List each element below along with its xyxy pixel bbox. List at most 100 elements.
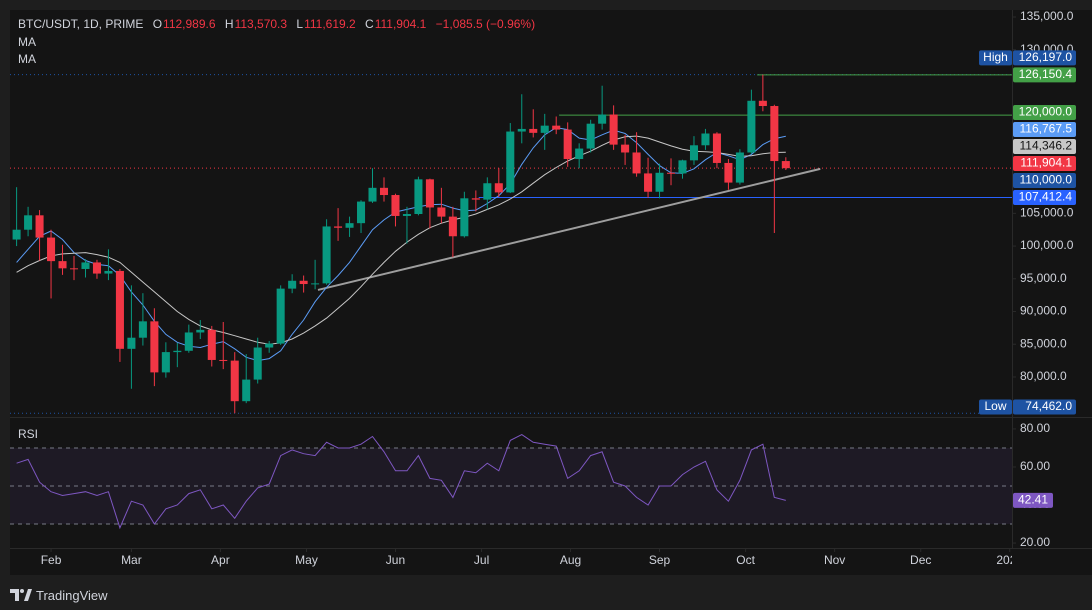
ohlc-value: 111,619.2 bbox=[304, 17, 356, 31]
ma-label[interactable]: MA bbox=[18, 35, 36, 49]
y-tick-label: 100,000.0 bbox=[1020, 238, 1074, 252]
x-tick-label: Jul bbox=[474, 553, 489, 567]
candle-body bbox=[265, 343, 274, 348]
candle-body bbox=[35, 215, 44, 238]
candle-body bbox=[598, 114, 607, 124]
price-axis-background bbox=[1012, 10, 1092, 575]
rsi-title: RSI bbox=[18, 427, 38, 441]
y-tick-label: 85,000.0 bbox=[1020, 336, 1067, 350]
candle-body bbox=[58, 261, 67, 269]
price-badge-label: 74,462.0 bbox=[1025, 399, 1072, 413]
candle-body bbox=[242, 379, 251, 402]
candle-body bbox=[494, 183, 503, 193]
candle-body bbox=[207, 329, 216, 360]
candle-body bbox=[219, 359, 228, 361]
price-badge bbox=[1013, 173, 1076, 189]
y-tick-label: 20.00 bbox=[1020, 535, 1050, 549]
candle-body bbox=[196, 329, 205, 333]
y-tick-label: 60.00 bbox=[1020, 459, 1050, 473]
ohlc-value: 112,989.6 bbox=[163, 17, 216, 31]
candle-body bbox=[437, 207, 446, 217]
logo bbox=[10, 589, 32, 601]
x-tick-label: Jun bbox=[386, 553, 405, 567]
candle-body bbox=[758, 100, 767, 107]
candle-body bbox=[127, 337, 136, 349]
price-badge-tag bbox=[979, 399, 1012, 415]
candle-body bbox=[391, 195, 400, 216]
x-tick-label: Dec bbox=[910, 553, 931, 567]
x-tick-label: May bbox=[295, 553, 318, 567]
price-badge-label: 111,904.1 bbox=[1020, 156, 1072, 170]
price-badge-label: 107,412.4 bbox=[1019, 190, 1073, 204]
candle-body bbox=[563, 129, 572, 160]
x-tick-label: Nov bbox=[824, 553, 845, 567]
price-badge-label: 114,346.2 bbox=[1020, 139, 1073, 153]
candle-body bbox=[368, 187, 377, 202]
x-tick-label: Aug bbox=[560, 553, 581, 567]
x-tick-label: Feb bbox=[41, 553, 62, 567]
rsi-badge bbox=[1013, 492, 1053, 508]
candle-body bbox=[483, 183, 492, 200]
price-badge-label: 126,197.0 bbox=[1019, 50, 1073, 64]
footer: TradingView bbox=[0, 580, 1092, 610]
price-badges: 74,462.0 Low 107,412.4 110,000.0 111,904.1 11… bbox=[979, 50, 1076, 508]
candle-body bbox=[655, 172, 664, 192]
ohlc-key: L bbox=[296, 17, 304, 31]
price-badge-tag-label: Low bbox=[984, 399, 1006, 413]
candle-body bbox=[471, 198, 480, 200]
candle-body bbox=[299, 280, 308, 285]
candle-body bbox=[414, 179, 423, 215]
candle-body bbox=[701, 133, 710, 146]
candle-body bbox=[173, 350, 182, 353]
price-badge-tag-label: High bbox=[983, 50, 1008, 64]
y-tick-label: 80,000.0 bbox=[1020, 369, 1067, 383]
trendline bbox=[317, 167, 821, 291]
y-tick-label: 80.00 bbox=[1020, 421, 1050, 435]
price-badge bbox=[1013, 105, 1076, 121]
candle-body bbox=[47, 237, 56, 262]
candle-body bbox=[288, 280, 297, 289]
candle-body bbox=[115, 270, 124, 349]
y-tick-label: 105,000.0 bbox=[1020, 206, 1074, 220]
ohlc-key: C bbox=[365, 17, 374, 31]
brand: TradingView bbox=[36, 587, 108, 603]
candle-body bbox=[770, 106, 779, 162]
price-badge bbox=[1013, 122, 1076, 138]
price-badge bbox=[1013, 190, 1076, 206]
candle-body bbox=[609, 114, 618, 145]
candle-body bbox=[425, 179, 434, 208]
candle-body bbox=[12, 229, 21, 240]
ohlc-key: H bbox=[224, 17, 234, 31]
ohlc-key: O bbox=[152, 17, 163, 31]
candle-body bbox=[92, 262, 101, 274]
candle-body bbox=[747, 100, 756, 153]
rsi-line bbox=[16, 434, 786, 530]
candle-body bbox=[379, 187, 389, 196]
x-tick-label: Sep bbox=[649, 553, 671, 567]
candle-body bbox=[735, 152, 744, 183]
candle-body bbox=[529, 128, 538, 133]
x-tick-label: Apr bbox=[211, 553, 230, 567]
x-tick-label: Mar bbox=[121, 553, 142, 567]
candle-body bbox=[150, 321, 159, 373]
price-badge-label: 116,767.5 bbox=[1020, 122, 1073, 136]
price-badge bbox=[1013, 156, 1076, 172]
x-axis: Feb Mar Apr May Jun Jul Aug Sep Oct Nov Dec 2026 bbox=[41, 548, 1023, 567]
candle-body bbox=[402, 214, 411, 216]
price-badge bbox=[1013, 139, 1076, 155]
chart: Feb Mar Apr May Jun Jul Aug Sep Oct Nov Dec 2026 80… bbox=[10, 9, 1092, 575]
candle-body bbox=[81, 262, 90, 269]
chart-background bbox=[10, 10, 1082, 575]
price-badge bbox=[1013, 50, 1076, 66]
candle-body bbox=[666, 172, 676, 174]
price-badge bbox=[1013, 399, 1076, 415]
price-badge-label: 110,000.0 bbox=[1020, 173, 1073, 187]
price-badge-label: 126,150.4 bbox=[1019, 67, 1073, 81]
candle-body bbox=[334, 226, 343, 228]
candle-body bbox=[69, 268, 79, 270]
candle-body bbox=[276, 288, 285, 344]
ma-label[interactable]: MA bbox=[18, 52, 36, 66]
candle-body bbox=[781, 161, 790, 169]
candle-body bbox=[184, 332, 193, 351]
ohlc-value: 111,904.1 bbox=[374, 17, 427, 31]
